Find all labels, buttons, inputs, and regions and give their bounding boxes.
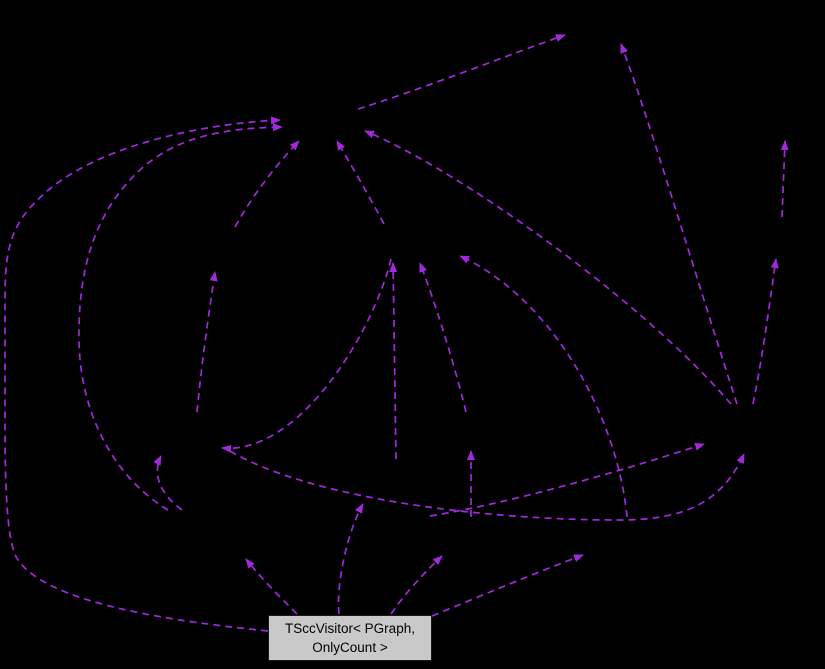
edge-g-to-p xyxy=(196,271,218,413)
edge-v-to-d xyxy=(780,140,789,218)
edge-t1-to-e xyxy=(389,262,398,460)
edge-e-to-g xyxy=(221,258,392,453)
edge-p-to-a xyxy=(234,140,300,228)
edge-s1-to-r xyxy=(429,442,705,517)
node-label-line1: TSccVisitor< PGraph, xyxy=(285,621,415,636)
node-label-line2: OnlyCount > xyxy=(312,640,388,655)
edge-q-to-a xyxy=(78,123,283,511)
node-tsccvisitor[interactable]: TSccVisitor< PGraph, OnlyCount > xyxy=(268,615,432,661)
node-e[interactable] xyxy=(375,225,470,258)
node-t1[interactable] xyxy=(370,460,440,495)
node-v[interactable] xyxy=(745,218,815,252)
edge-e-to-a xyxy=(336,140,385,225)
node-b[interactable] xyxy=(545,5,660,28)
edge-r-to-v xyxy=(752,258,779,405)
edge-h-to-e xyxy=(419,262,467,413)
node-q[interactable] xyxy=(145,510,245,548)
edge-tscc-to-s xyxy=(431,554,584,617)
node-s[interactable] xyxy=(560,518,700,552)
node-s1[interactable] xyxy=(425,518,515,551)
edge-tscc-to-s1 xyxy=(390,555,443,615)
node-h[interactable] xyxy=(435,413,505,445)
edge-q-to-g xyxy=(153,455,183,511)
node-g[interactable] xyxy=(148,413,232,447)
edge-tscc-to-a-loop xyxy=(4,116,281,632)
edge-s-to-e xyxy=(459,255,628,518)
node-r[interactable] xyxy=(710,405,790,445)
edge-r-to-a xyxy=(364,130,732,405)
node-d[interactable] xyxy=(750,100,820,133)
edge-r-to-b xyxy=(620,43,738,405)
node-a[interactable] xyxy=(295,105,357,133)
edge-tscc-to-q xyxy=(245,558,298,615)
edge-a-to-b xyxy=(357,34,566,110)
node-p[interactable] xyxy=(180,228,260,263)
edge-tscc-to-t1 xyxy=(337,503,364,615)
edge-g-to-r xyxy=(229,450,745,521)
